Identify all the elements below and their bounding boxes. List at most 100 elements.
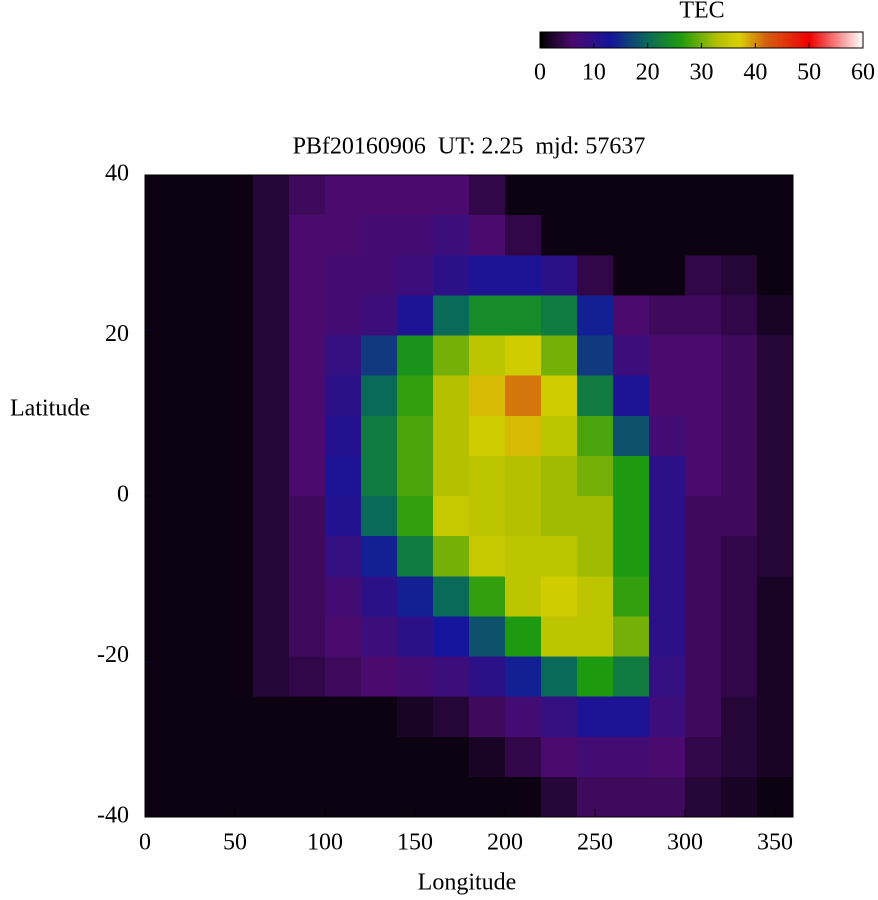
heatmap-cell	[613, 375, 650, 417]
heatmap-cell	[541, 335, 578, 377]
x-tick-label: 300	[667, 830, 703, 856]
heatmap-cell	[613, 215, 650, 256]
chart-title: PBf20160906 UT: 2.25 mjd: 57637	[293, 134, 646, 160]
heatmap-cell	[145, 415, 182, 457]
x-tick-label: 200	[487, 830, 523, 856]
heatmap-cell	[505, 455, 542, 497]
heatmap-cell	[685, 536, 722, 577]
heatmap-cell	[325, 255, 362, 296]
heatmap-cell	[181, 375, 218, 417]
heatmap-cell	[289, 215, 326, 256]
heatmap-cell	[433, 736, 470, 778]
heatmap-cell	[649, 215, 686, 256]
heatmap-cell	[361, 455, 398, 497]
heatmap-cell	[505, 415, 542, 457]
heatmap-cell	[577, 536, 614, 577]
heatmap-cell	[469, 616, 506, 657]
heatmap-cell	[469, 496, 506, 537]
heatmap-cell	[721, 375, 758, 417]
heatmap-cell	[433, 175, 470, 216]
heatmap-cell	[577, 496, 614, 537]
heatmap-cell	[541, 455, 578, 497]
heatmap-cell	[325, 175, 362, 216]
heatmap-cell	[433, 536, 470, 577]
heatmap-cell	[253, 696, 290, 738]
heatmap-cell	[649, 496, 686, 537]
heatmap-cell	[433, 616, 470, 657]
heatmap-cell	[433, 496, 470, 537]
heatmap-cell	[649, 696, 686, 738]
heatmap-cell	[757, 415, 794, 457]
colorbar-tick-label: 30	[690, 60, 714, 86]
heatmap-cell	[217, 656, 254, 698]
heatmap-cell	[469, 295, 506, 336]
heatmap-cell	[217, 255, 254, 296]
heatmap-cell	[541, 175, 578, 216]
y-tick-label: -40	[97, 803, 129, 829]
x-tick-label: 150	[397, 830, 433, 856]
heatmap-cell	[361, 616, 398, 657]
heatmap-cell	[361, 536, 398, 577]
heatmap-cell	[721, 776, 758, 818]
heatmap-cell	[685, 215, 722, 256]
heatmap-cell	[145, 175, 182, 216]
heatmap-cell	[181, 335, 218, 377]
heatmap-cell	[325, 696, 362, 738]
heatmap-cell	[541, 415, 578, 457]
heatmap-cell	[325, 576, 362, 617]
heatmap-cell	[649, 776, 686, 818]
heatmap-cell	[757, 215, 794, 256]
heatmap-cell	[325, 736, 362, 778]
heatmap-cell	[649, 616, 686, 657]
heatmap-cell	[217, 536, 254, 577]
heatmap-cell	[217, 736, 254, 778]
heatmap-cell	[181, 415, 218, 457]
heatmap-cell	[649, 736, 686, 778]
heatmap-cell	[649, 375, 686, 417]
heatmap-cell	[505, 496, 542, 537]
heatmap	[145, 175, 794, 818]
heatmap-cell	[649, 536, 686, 577]
heatmap-cell	[577, 415, 614, 457]
heatmap-cell	[181, 295, 218, 336]
heatmap-cell	[685, 496, 722, 537]
heatmap-cell	[685, 255, 722, 296]
heatmap-cell	[505, 696, 542, 738]
heatmap-cell	[757, 616, 794, 657]
heatmap-cell	[397, 295, 434, 336]
heatmap-cell	[253, 736, 290, 778]
heatmap-cell	[577, 576, 614, 617]
y-axis-label: Latitude	[10, 396, 90, 422]
heatmap-cell	[397, 736, 434, 778]
x-axis-label: Longitude	[418, 870, 517, 896]
heatmap-cell	[433, 656, 470, 698]
heatmap-cell	[541, 255, 578, 296]
heatmap-cell	[145, 776, 182, 818]
heatmap-cell	[397, 455, 434, 497]
heatmap-cell	[505, 215, 542, 256]
heatmap-cell	[397, 255, 434, 296]
heatmap-cell	[721, 536, 758, 577]
heatmap-cell	[757, 736, 794, 778]
heatmap-cell	[541, 736, 578, 778]
heatmap-cell	[649, 175, 686, 216]
heatmap-cell	[613, 295, 650, 336]
heatmap-cell	[253, 215, 290, 256]
heatmap-cell	[397, 415, 434, 457]
heatmap-cell	[469, 576, 506, 617]
heatmap-cell	[181, 576, 218, 617]
heatmap-cell	[721, 335, 758, 377]
heatmap-cell	[289, 175, 326, 216]
heatmap-cell	[217, 576, 254, 617]
heatmap-cell	[397, 576, 434, 617]
heatmap-cell	[685, 335, 722, 377]
heatmap-cell	[289, 656, 326, 698]
heatmap-cell	[505, 255, 542, 296]
heatmap-cell	[685, 616, 722, 657]
heatmap-cell	[469, 736, 506, 778]
heatmap-cell	[757, 576, 794, 617]
heatmap-cell	[289, 496, 326, 537]
heatmap-cell	[613, 776, 650, 818]
heatmap-cell	[505, 335, 542, 377]
